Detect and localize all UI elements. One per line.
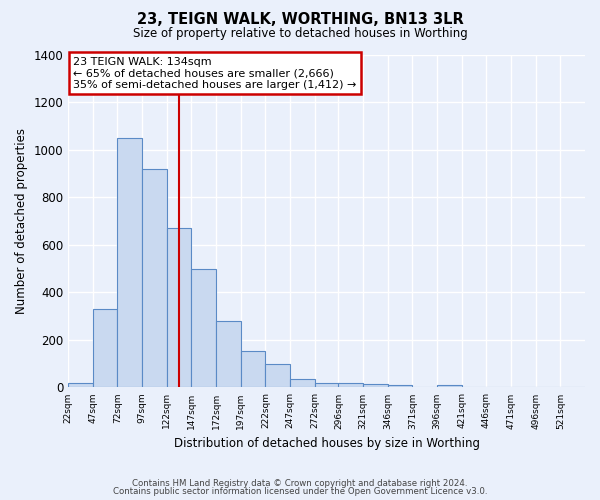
Bar [142, 169, 167, 388]
Bar [437, 385, 462, 388]
Text: Contains HM Land Registry data © Crown copyright and database right 2024.: Contains HM Land Registry data © Crown c… [132, 478, 468, 488]
Bar [93, 309, 118, 388]
Bar [315, 382, 340, 388]
Bar [118, 138, 142, 388]
Bar [338, 382, 363, 388]
Bar [167, 228, 191, 388]
Bar [68, 382, 93, 388]
Bar [363, 384, 388, 388]
Text: Contains public sector information licensed under the Open Government Licence v3: Contains public sector information licen… [113, 487, 487, 496]
X-axis label: Distribution of detached houses by size in Worthing: Distribution of detached houses by size … [173, 437, 479, 450]
Bar [265, 364, 290, 388]
Bar [191, 268, 216, 388]
Bar [290, 379, 315, 388]
Y-axis label: Number of detached properties: Number of detached properties [15, 128, 28, 314]
Text: 23, TEIGN WALK, WORTHING, BN13 3LR: 23, TEIGN WALK, WORTHING, BN13 3LR [137, 12, 463, 28]
Bar [388, 385, 412, 388]
Bar [241, 350, 265, 388]
Bar [216, 321, 241, 388]
Text: Size of property relative to detached houses in Worthing: Size of property relative to detached ho… [133, 28, 467, 40]
Text: 23 TEIGN WALK: 134sqm
← 65% of detached houses are smaller (2,666)
35% of semi-d: 23 TEIGN WALK: 134sqm ← 65% of detached … [73, 56, 357, 90]
